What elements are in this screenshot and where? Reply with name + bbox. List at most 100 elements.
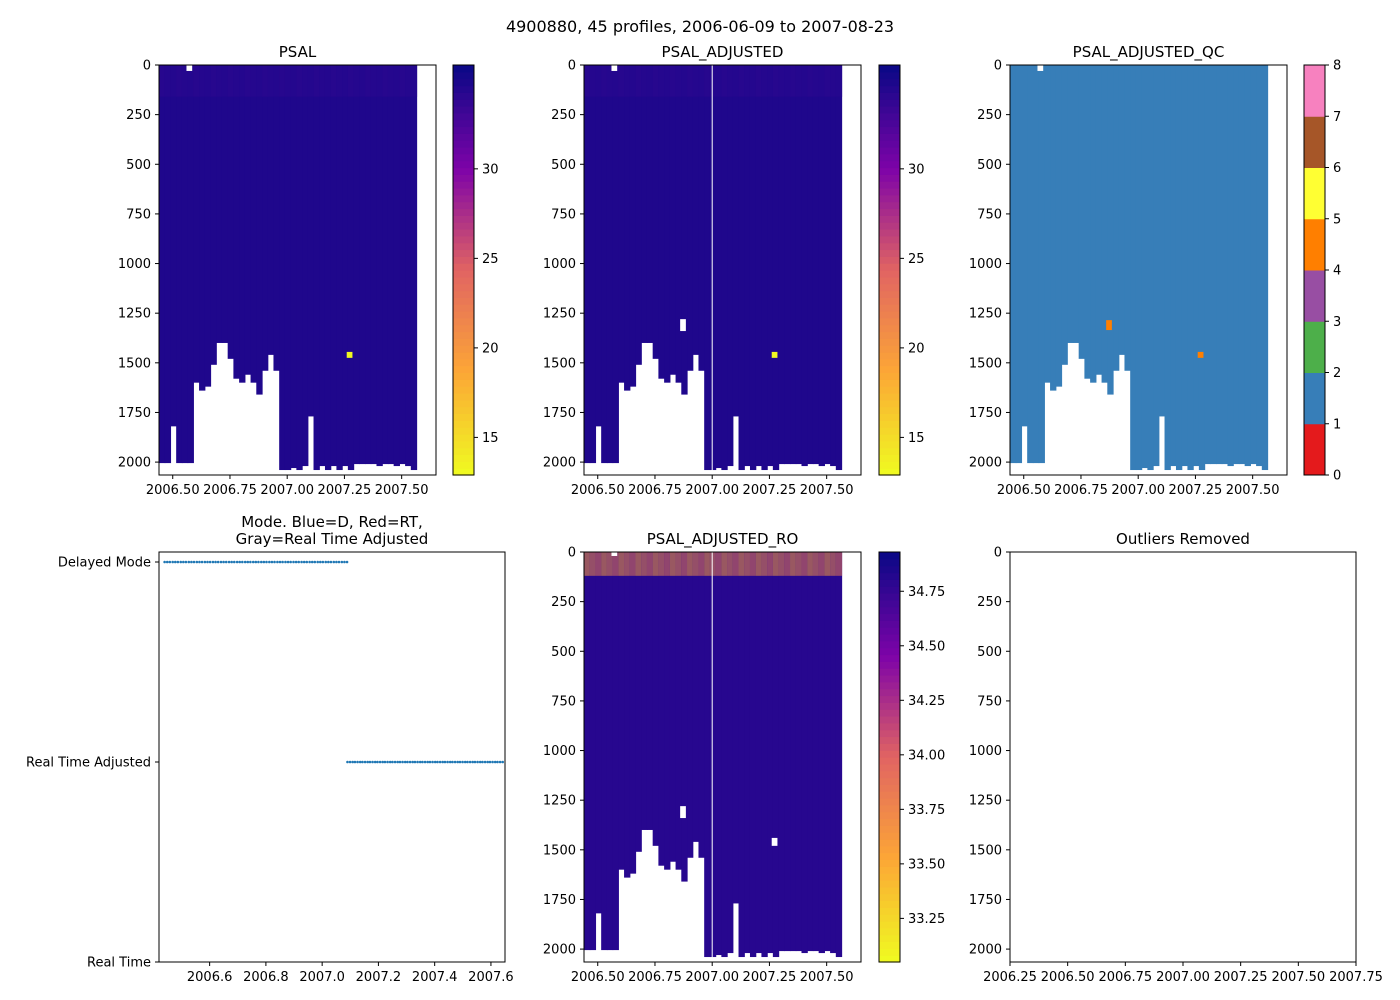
surface-cell [176,65,183,97]
data-column [1038,65,1045,464]
y-tick-label: Delayed Mode [58,556,151,571]
colorbar-segment [879,866,900,874]
data-column [692,552,700,842]
data-column [1090,65,1097,383]
colorbar-segment [453,222,474,230]
mode-point [421,760,424,764]
colorbar-segment [453,126,474,134]
data-column [210,65,217,365]
colorbar-segment [879,393,900,401]
colorbar-segment [453,352,474,360]
surface-cell [681,552,688,576]
surface-cell [324,65,332,97]
colorbar-segment [879,681,900,690]
colorbar-tick-label: 34.00 [908,748,945,763]
surface-cell [755,65,763,97]
data-column [382,65,389,465]
colorbar-tick-label: 34.50 [908,639,945,654]
surface-cell [589,552,597,576]
colorbar-segment [879,420,900,428]
data-column [1187,65,1194,471]
mode-point [337,560,341,564]
y-tick-label: 2000 [118,456,151,471]
data-column [698,65,705,371]
mode-point [214,560,217,564]
panel-title: Gray=Real Time Adjusted [236,530,429,548]
surface-cell [279,65,286,97]
data-column [376,65,383,467]
colorbar-segment [879,331,900,339]
colorbar-segment [879,722,900,731]
data-column [755,65,763,467]
colorbar-segment [453,420,474,428]
mode-point [235,560,239,564]
colorbar-segment [879,112,900,121]
mode-point [466,760,469,764]
colorbar-tick-label: 8 [1333,59,1341,74]
data-column [170,65,177,427]
mode-point [368,760,372,764]
data-column [1210,65,1217,465]
y-tick-label: 0 [994,59,1002,74]
colorbar-segment [453,181,474,189]
colorbar-segment [879,654,900,662]
data-column [606,552,614,951]
data-column [824,552,831,952]
colorbar-segment [453,112,474,121]
colorbar: 15 20 25 30 [878,64,925,476]
y-tick-label: 1250 [543,794,576,809]
surface-cell [313,65,320,97]
panel-psal_adjusted_qc: 2006.50 2006.75 2007.00 2007.25 2007.5002505… [969,43,1341,498]
mode-point [391,760,394,764]
colorbar-segment [453,215,474,223]
colorbar-segment [453,331,474,339]
colorbar-segment [879,208,900,216]
data-column [652,65,660,359]
colorbar-tick-label: 1 [1333,417,1341,432]
data-column [164,65,172,464]
surface-cell [584,552,591,576]
data-column [807,552,814,952]
data-column [176,65,183,464]
data-column [727,65,734,467]
data-column [584,552,591,951]
panel-mode: 2006.6 2006.8 2007.0 2007.2 2007.4 2007.6 Real… [26,513,514,985]
colorbar-segment [879,784,900,792]
colorbar: 0 1 2 3 4 5 6 7 8 [1303,59,1341,484]
mode-point [461,760,464,764]
mode-point [276,560,279,564]
data-column [795,65,803,465]
surface-cell [618,65,625,97]
mode-point [456,760,459,764]
colorbar-segment [453,311,474,319]
missing-data-cell [680,806,686,819]
data-column [749,552,757,958]
colorbar-segment [879,818,900,826]
colorbar-segment [1304,372,1325,425]
surface-cell [256,65,263,97]
surface-cell [584,65,591,97]
colorbar-segment [1304,270,1325,322]
x-tick-label: 2007.00 [260,483,314,498]
data-column [664,552,671,870]
data-column [1124,65,1131,371]
colorbar-segment [879,886,900,895]
colorbar-segment [453,174,474,182]
data-column [1044,65,1051,383]
y-tick-label: 1750 [118,406,151,421]
data-column [658,552,665,866]
colorbar-segment [453,249,474,257]
y-tick-label: 1500 [118,356,151,371]
data-column [1067,65,1074,343]
colorbar-segment [1304,65,1325,117]
colorbar-segment [453,133,474,141]
y-tick-label: 1000 [543,744,576,759]
colorbar-segment [879,235,900,244]
panels-container: 2006.50 2006.75 2007.00 2007.25 2007.5002505… [26,43,1383,985]
mode-point [243,560,247,564]
data-column [1256,65,1263,467]
colorbar-segment [1304,116,1325,168]
mode-point [393,760,397,764]
data-column [715,65,722,469]
colorbar-segment [453,358,474,367]
